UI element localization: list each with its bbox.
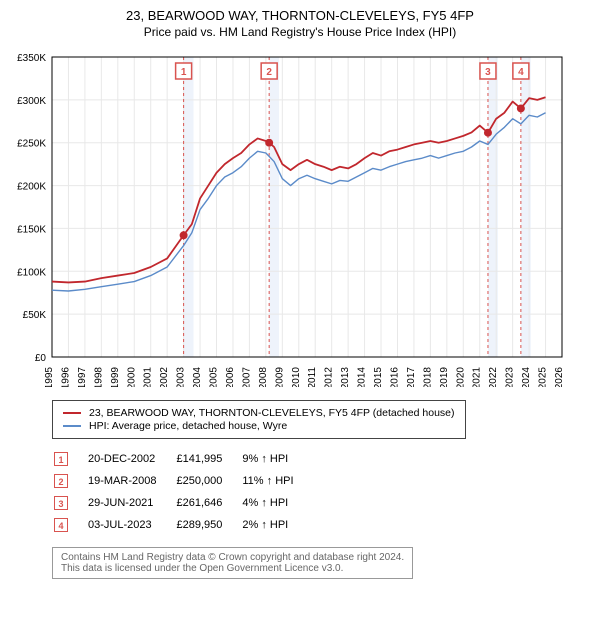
svg-text:2000: 2000 [126,367,137,387]
svg-text:1996: 1996 [60,367,71,387]
svg-text:2014: 2014 [357,367,368,387]
legend-swatch [63,412,81,414]
arrow-up-icon: ↑ [261,453,267,465]
svg-text:2020: 2020 [455,367,466,387]
svg-text:2011: 2011 [307,367,318,387]
svg-text:£250K: £250K [17,139,46,150]
svg-text:2016: 2016 [389,367,400,387]
legend-row: HPI: Average price, detached house, Wyre [63,420,455,432]
event-pct: 2% ↑ HPI [242,515,311,535]
svg-text:£350K: £350K [17,53,46,64]
svg-text:1995: 1995 [44,367,55,387]
chart-svg: £0 £50K £100K £150K £200K £250K £300K £350K 1995… [10,47,570,387]
svg-text:2009: 2009 [274,367,285,387]
event-date: 19-MAR-2008 [88,471,174,491]
event-pct: 4% ↑ HPI [242,493,311,513]
svg-text:£0: £0 [35,353,47,364]
legend-swatch [63,425,81,427]
svg-text:£300K: £300K [17,96,46,107]
event-row: 3 29-JUN-2021£261,6464% ↑ HPI [54,493,312,513]
svg-text:2019: 2019 [439,367,450,387]
event-price: £289,950 [176,515,240,535]
svg-text:2005: 2005 [209,367,220,387]
svg-text:2010: 2010 [291,367,302,387]
arrow-up-icon: ↑ [261,519,267,531]
event-pct: 9% ↑ HPI [242,449,311,469]
legend-label: HPI: Average price, detached house, Wyre [89,420,287,432]
svg-text:2025: 2025 [538,367,549,387]
svg-text:2: 2 [266,67,272,78]
svg-text:4: 4 [518,67,524,78]
svg-text:£200K: £200K [17,182,46,193]
svg-text:2001: 2001 [143,367,154,387]
svg-text:2024: 2024 [521,367,532,387]
svg-text:2008: 2008 [258,367,269,387]
event-date: 03-JUL-2023 [88,515,174,535]
svg-text:2026: 2026 [554,367,565,387]
svg-text:2012: 2012 [324,367,335,387]
svg-text:3: 3 [485,67,491,78]
svg-text:2003: 2003 [176,367,187,387]
legend: 23, BEARWOOD WAY, THORNTON-CLEVELEYS, FY… [52,400,466,439]
event-date: 20-DEC-2002 [88,449,174,469]
event-marker: 3 [54,496,68,510]
svg-text:£50K: £50K [23,310,47,321]
arrow-up-icon: ↑ [261,497,267,509]
chart-plot: £0 £50K £100K £150K £200K £250K £300K £350K 1995… [10,47,590,392]
svg-text:2023: 2023 [505,367,516,387]
svg-text:1998: 1998 [93,367,104,387]
events-table: 1 20-DEC-2002£141,9959% ↑ HPI 2 19-MAR-2008… [52,447,314,537]
svg-text:2007: 2007 [241,367,252,387]
event-date: 29-JUN-2021 [88,493,174,513]
event-price: £141,995 [176,449,240,469]
svg-text:2004: 2004 [192,367,203,387]
legend-row: 23, BEARWOOD WAY, THORNTON-CLEVELEYS, FY… [63,407,455,419]
chart-subtitle: Price paid vs. HM Land Registry's House … [10,25,590,39]
arrow-up-icon: ↑ [267,475,273,487]
svg-text:2006: 2006 [225,367,236,387]
chart-title: 23, BEARWOOD WAY, THORNTON-CLEVELEYS, FY… [10,8,590,23]
event-row: 4 03-JUL-2023£289,9502% ↑ HPI [54,515,312,535]
event-marker: 1 [54,452,68,466]
svg-text:2022: 2022 [488,367,499,387]
event-row: 1 20-DEC-2002£141,9959% ↑ HPI [54,449,312,469]
svg-text:2002: 2002 [159,367,170,387]
svg-text:1999: 1999 [110,367,121,387]
event-pct: 11% ↑ HPI [242,471,311,491]
svg-text:2018: 2018 [422,367,433,387]
svg-text:£100K: £100K [17,267,46,278]
svg-text:2017: 2017 [406,367,417,387]
svg-text:£150K: £150K [17,224,46,235]
svg-text:1: 1 [181,67,187,78]
event-row: 2 19-MAR-2008£250,00011% ↑ HPI [54,471,312,491]
footer: Contains HM Land Registry data © Crown c… [52,547,413,579]
event-marker: 2 [54,474,68,488]
footer-line: Contains HM Land Registry data © Crown c… [61,552,404,563]
svg-text:2015: 2015 [373,367,384,387]
svg-text:1997: 1997 [77,367,88,387]
chart-container: 23, BEARWOOD WAY, THORNTON-CLEVELEYS, FY… [0,0,600,589]
event-marker: 4 [54,518,68,532]
event-price: £250,000 [176,471,240,491]
svg-text:2021: 2021 [472,367,483,387]
event-price: £261,646 [176,493,240,513]
legend-label: 23, BEARWOOD WAY, THORNTON-CLEVELEYS, FY… [89,407,455,419]
footer-line: This data is licensed under the Open Gov… [61,563,404,574]
svg-text:2013: 2013 [340,367,351,387]
